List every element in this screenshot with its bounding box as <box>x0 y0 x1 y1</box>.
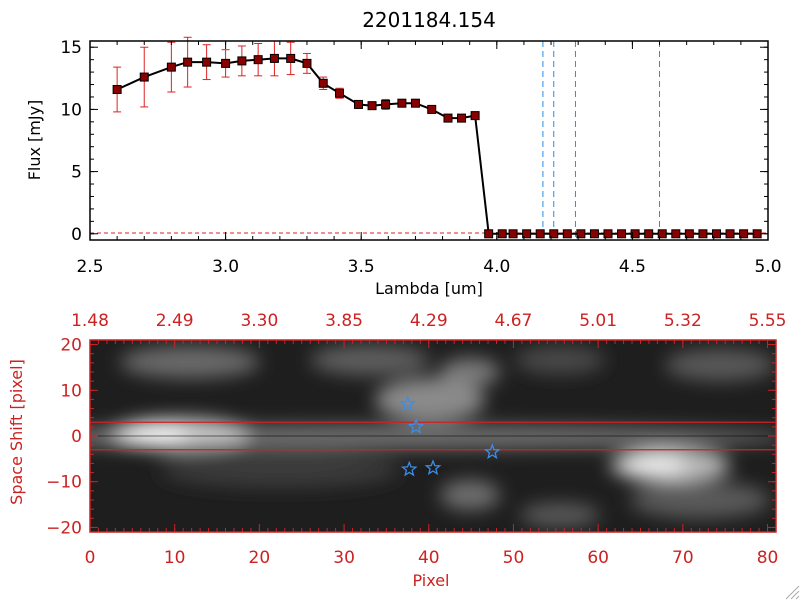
x-tick-label: 4.0 <box>483 257 510 277</box>
data-point <box>221 58 231 68</box>
source-star-marker <box>399 395 416 412</box>
y-axis-label: Flux [mJy] <box>25 100 44 181</box>
x-tick-label: 4.5 <box>619 257 646 277</box>
top-wavelength-tick-label: 5.32 <box>664 311 702 331</box>
data-point <box>397 98 407 108</box>
top-wavelength-tick-label: 4.29 <box>410 311 448 331</box>
data-point <box>698 229 708 239</box>
data-point <box>318 78 328 88</box>
data-point <box>535 229 545 239</box>
flux-series-line <box>116 57 758 235</box>
data-point <box>752 229 762 239</box>
y-tick-label: 10 <box>60 100 82 120</box>
x-tick-label: 3.5 <box>348 257 375 277</box>
data-point <box>630 229 640 239</box>
data-point <box>443 113 453 123</box>
data-point <box>410 98 420 108</box>
data-point <box>302 58 312 68</box>
data-point <box>183 57 193 67</box>
bottom-x-tick-label: 40 <box>418 548 440 568</box>
data-point <box>112 85 122 95</box>
data-point <box>617 229 627 239</box>
bottom-x-tick-label: 60 <box>587 548 609 568</box>
data-point <box>427 104 437 114</box>
top-wavelength-tick-label: 3.30 <box>240 311 278 331</box>
data-point <box>671 229 681 239</box>
data-point <box>684 229 694 239</box>
data-point <box>603 229 613 239</box>
data-point <box>139 72 149 82</box>
data-point <box>562 229 572 239</box>
data-point <box>470 111 480 121</box>
data-point <box>711 229 721 239</box>
x-tick-label: 5.0 <box>754 257 781 277</box>
data-point <box>508 229 518 239</box>
top-wavelength-tick-label: 3.85 <box>325 311 363 331</box>
top-wavelength-tick-label: 4.67 <box>495 311 533 331</box>
bottom-x-tick-label: 20 <box>249 548 271 568</box>
x-tick-label: 2.5 <box>76 257 103 277</box>
data-point <box>549 229 559 239</box>
data-point <box>237 56 247 66</box>
data-point <box>166 62 176 72</box>
data-point <box>657 229 667 239</box>
data-point <box>202 57 212 67</box>
source-star-marker <box>483 443 501 460</box>
y-tick-label: 0 <box>71 225 82 245</box>
bottom-y-axis-label: Space Shift [pixel] <box>7 359 26 505</box>
source-star-marker <box>400 460 418 477</box>
y-tick-label: 15 <box>60 38 82 58</box>
heatmap-image <box>90 340 776 532</box>
flux-spectrum-chart: 2201184.154 2.5 3.0 3.5 4.0 4.5 5.0 0 5 10 15 Lam… <box>25 8 782 298</box>
top-plot-frame <box>89 40 769 241</box>
spectral-image-heatmap: 0 10 20 30 40 50 60 70 80 1.48 2.49 3.30 3.85 4.29 4.6… <box>7 311 787 590</box>
bottom-y-tick-label: −20 <box>46 518 82 538</box>
bottom-x-tick-label: 80 <box>757 548 779 568</box>
bottom-x-tick-label: 0 <box>85 548 96 568</box>
source-star-marker <box>407 418 425 434</box>
data-point <box>381 99 391 109</box>
data-point <box>644 229 654 239</box>
data-point <box>522 229 532 239</box>
bottom-x-tick-label: 50 <box>503 548 525 568</box>
bottom-y-tick-label: 0 <box>71 427 82 447</box>
data-point <box>589 229 599 239</box>
bottom-y-tick-label: 20 <box>60 336 82 356</box>
data-point <box>253 55 263 65</box>
top-wavelength-tick-label: 2.49 <box>156 311 194 331</box>
x-axis-label: Lambda [um] <box>375 279 483 298</box>
data-point <box>484 229 494 239</box>
source-star-marker <box>424 459 442 476</box>
data-point <box>269 53 279 63</box>
resize-grip[interactable] <box>785 585 800 600</box>
data-point <box>497 229 507 239</box>
top-wavelength-tick-label: 1.48 <box>71 311 109 331</box>
data-point <box>335 88 345 98</box>
top-wavelength-tick-label: 5.01 <box>579 311 617 331</box>
data-point <box>576 229 586 239</box>
top-wavelength-tick-label: 5.55 <box>749 311 787 331</box>
bottom-x-tick-label: 70 <box>672 548 694 568</box>
data-point <box>739 229 749 239</box>
bottom-y-tick-label: 10 <box>60 381 82 401</box>
bottom-y-tick-label: −10 <box>46 473 82 493</box>
data-point <box>457 113 467 123</box>
bottom-x-axis-label: Pixel <box>412 571 449 590</box>
y-tick-label: 5 <box>71 163 82 183</box>
data-point <box>367 101 377 111</box>
data-point <box>286 53 296 63</box>
data-point <box>353 99 363 109</box>
bottom-x-tick-label: 30 <box>333 548 355 568</box>
bottom-x-tick-label: 10 <box>164 548 186 568</box>
x-tick-label: 3.0 <box>212 257 239 277</box>
data-point <box>725 229 735 239</box>
chart-title: 2201184.154 <box>362 8 496 32</box>
